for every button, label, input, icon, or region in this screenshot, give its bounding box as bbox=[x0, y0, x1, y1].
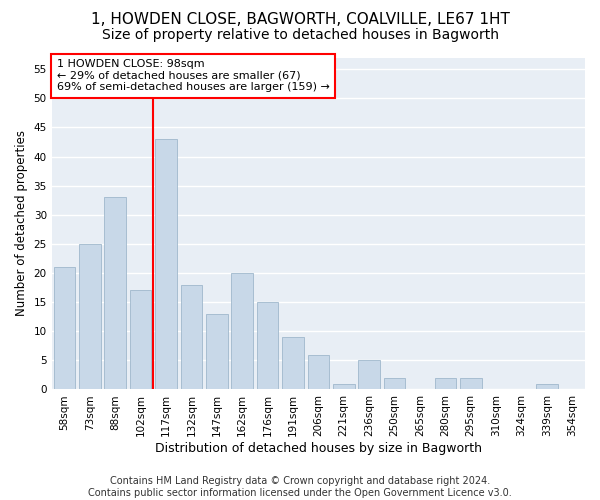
Bar bbox=[257, 302, 278, 390]
X-axis label: Distribution of detached houses by size in Bagworth: Distribution of detached houses by size … bbox=[155, 442, 482, 455]
Bar bbox=[536, 384, 557, 390]
Bar bbox=[206, 314, 227, 390]
Bar bbox=[232, 273, 253, 390]
Bar bbox=[79, 244, 101, 390]
Text: 1 HOWDEN CLOSE: 98sqm
← 29% of detached houses are smaller (67)
69% of semi-deta: 1 HOWDEN CLOSE: 98sqm ← 29% of detached … bbox=[57, 59, 330, 92]
Bar bbox=[53, 267, 75, 390]
Text: Contains HM Land Registry data © Crown copyright and database right 2024.
Contai: Contains HM Land Registry data © Crown c… bbox=[88, 476, 512, 498]
Bar bbox=[358, 360, 380, 390]
Bar bbox=[130, 290, 151, 390]
Bar bbox=[460, 378, 482, 390]
Bar bbox=[181, 284, 202, 390]
Text: Size of property relative to detached houses in Bagworth: Size of property relative to detached ho… bbox=[101, 28, 499, 42]
Bar bbox=[155, 139, 177, 390]
Bar bbox=[434, 378, 456, 390]
Bar bbox=[384, 378, 406, 390]
Bar bbox=[282, 337, 304, 390]
Bar bbox=[333, 384, 355, 390]
Y-axis label: Number of detached properties: Number of detached properties bbox=[15, 130, 28, 316]
Text: 1, HOWDEN CLOSE, BAGWORTH, COALVILLE, LE67 1HT: 1, HOWDEN CLOSE, BAGWORTH, COALVILLE, LE… bbox=[91, 12, 509, 28]
Bar bbox=[308, 354, 329, 390]
Bar bbox=[104, 198, 126, 390]
